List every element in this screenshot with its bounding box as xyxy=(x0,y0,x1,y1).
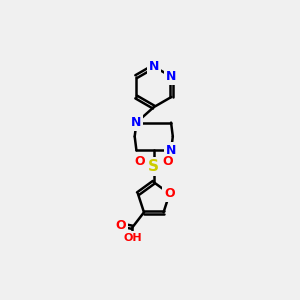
Text: N: N xyxy=(148,60,159,73)
Text: OH: OH xyxy=(123,233,142,243)
Text: O: O xyxy=(116,218,126,232)
Text: N: N xyxy=(166,144,176,157)
Text: S: S xyxy=(148,159,159,174)
Text: N: N xyxy=(131,116,142,129)
Text: O: O xyxy=(162,155,173,168)
Text: O: O xyxy=(164,187,175,200)
Text: N: N xyxy=(166,70,176,83)
Text: O: O xyxy=(135,155,145,168)
